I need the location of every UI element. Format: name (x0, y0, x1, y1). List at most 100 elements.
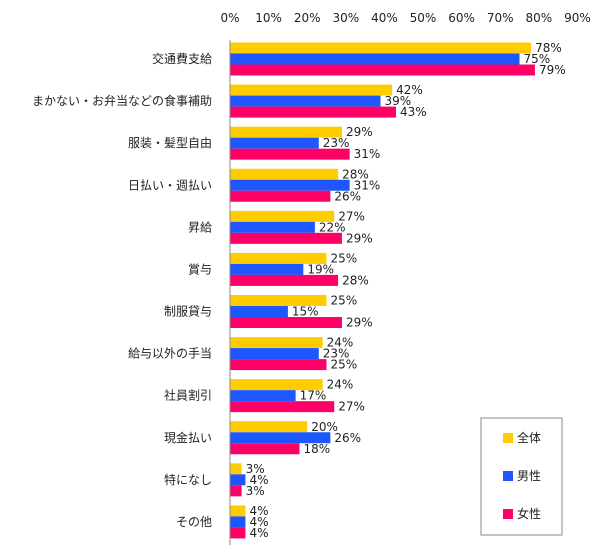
bar-男性 (230, 348, 319, 360)
legend-label: 女性 (517, 506, 541, 521)
value-label: 79% (539, 63, 566, 77)
bar-全体 (230, 379, 323, 391)
bar-全体 (230, 126, 342, 138)
bar-男性 (230, 516, 246, 528)
value-label: 25% (331, 358, 358, 372)
category-label: 昇給 (188, 220, 212, 234)
legend-label: 全体 (517, 430, 541, 445)
bar-男性 (230, 53, 520, 65)
bar-全体 (230, 210, 335, 222)
legend-box (480, 417, 563, 536)
x-tick-label: 40% (371, 11, 398, 25)
value-label: 24% (327, 336, 354, 350)
value-label: 78% (535, 41, 562, 55)
value-label: 26% (334, 189, 361, 203)
bar-女性 (230, 443, 300, 455)
value-label: 25% (331, 251, 358, 265)
bar-男性 (230, 306, 288, 317)
bar-男性 (230, 179, 350, 191)
value-label: 25% (331, 294, 358, 308)
value-label: 29% (346, 125, 373, 139)
value-label: 75% (524, 52, 551, 66)
value-label: 31% (354, 147, 381, 161)
value-label: 29% (346, 231, 373, 245)
bar-女性 (230, 190, 331, 202)
bar-男性 (230, 95, 381, 107)
category-label: 日払い・週払い (128, 178, 212, 192)
value-label: 23% (323, 347, 350, 361)
bar-男性 (230, 263, 304, 275)
category-label: 賞与 (188, 262, 212, 276)
value-label: 4% (249, 526, 268, 540)
category-label: その他 (176, 515, 212, 529)
value-labels: 78%75%79%42%39%43%29%23%31%28%31%26%27%2… (246, 41, 566, 540)
category-label: 交通費支給 (152, 51, 212, 66)
value-label: 3% (246, 484, 265, 498)
x-tick-label: 0% (220, 11, 239, 25)
value-label: 27% (338, 209, 365, 223)
bar-女性 (230, 317, 342, 328)
bar-全体 (230, 421, 308, 433)
value-label: 42% (396, 83, 423, 97)
x-tick-label: 10% (255, 11, 282, 25)
value-label: 18% (303, 442, 330, 456)
bar-男性 (230, 474, 246, 486)
value-label: 4% (249, 504, 268, 518)
value-label: 20% (311, 420, 338, 434)
value-label: 15% (292, 305, 319, 319)
category-label: まかない・お弁当などの食事補助 (32, 93, 212, 108)
value-label: 24% (327, 378, 354, 392)
bar-男性 (230, 137, 319, 149)
x-tick-label: 60% (448, 11, 475, 25)
bar-全体 (230, 295, 327, 306)
bar-女性 (230, 64, 535, 76)
category-label: 現金払い (164, 430, 212, 445)
bar-女性 (230, 527, 246, 539)
category-label: 給与以外の手当 (128, 347, 212, 361)
x-tick-label: 20% (294, 11, 321, 25)
bar-全体 (230, 463, 242, 475)
value-label: 4% (249, 473, 268, 487)
bar-女性 (230, 232, 342, 244)
bar-女性 (230, 274, 339, 286)
bar-全体 (230, 252, 327, 264)
bar-女性 (230, 106, 396, 118)
value-label: 4% (249, 515, 268, 529)
bar-全体 (230, 42, 532, 54)
value-label: 39% (385, 94, 412, 108)
value-label: 22% (319, 220, 346, 234)
value-label: 28% (342, 273, 369, 287)
bar-男性 (230, 390, 296, 402)
x-tick-label: 80% (525, 11, 552, 25)
value-label: 26% (334, 431, 361, 445)
value-label: 19% (307, 262, 334, 276)
bar-全体 (230, 84, 393, 96)
bar-女性 (230, 401, 335, 413)
bar-女性 (230, 485, 242, 497)
legend-label: 男性 (517, 469, 541, 483)
x-tick-label: 50% (410, 11, 437, 25)
bar-男性 (230, 221, 315, 233)
x-tick-label: 30% (332, 11, 359, 25)
value-label: 31% (354, 178, 381, 192)
value-label: 43% (400, 105, 427, 119)
bar-女性 (230, 359, 327, 371)
value-label: 28% (342, 167, 369, 181)
value-label: 23% (323, 136, 350, 150)
category-label: 服装・髪型自由 (128, 136, 212, 150)
category-label: 社員割引 (164, 388, 212, 403)
category-labels: 交通費支給まかない・お弁当などの食事補助服装・髪型自由日払い・週払い昇給賞与制服… (32, 51, 212, 529)
x-axis-ticks: 0% 10% 20% 30% 40% 50% 60% 70% 80% 90% (220, 11, 590, 25)
bar-男性 (230, 432, 331, 444)
category-label: 制服貸与 (164, 304, 212, 319)
x-tick-label: 70% (487, 11, 514, 25)
bar-全体 (230, 168, 339, 180)
legend-swatch (503, 433, 513, 443)
value-label: 29% (346, 316, 373, 330)
x-tick-label: 90% (564, 11, 591, 25)
bar-女性 (230, 148, 350, 160)
bar-全体 (230, 337, 323, 349)
value-label: 27% (338, 400, 365, 414)
